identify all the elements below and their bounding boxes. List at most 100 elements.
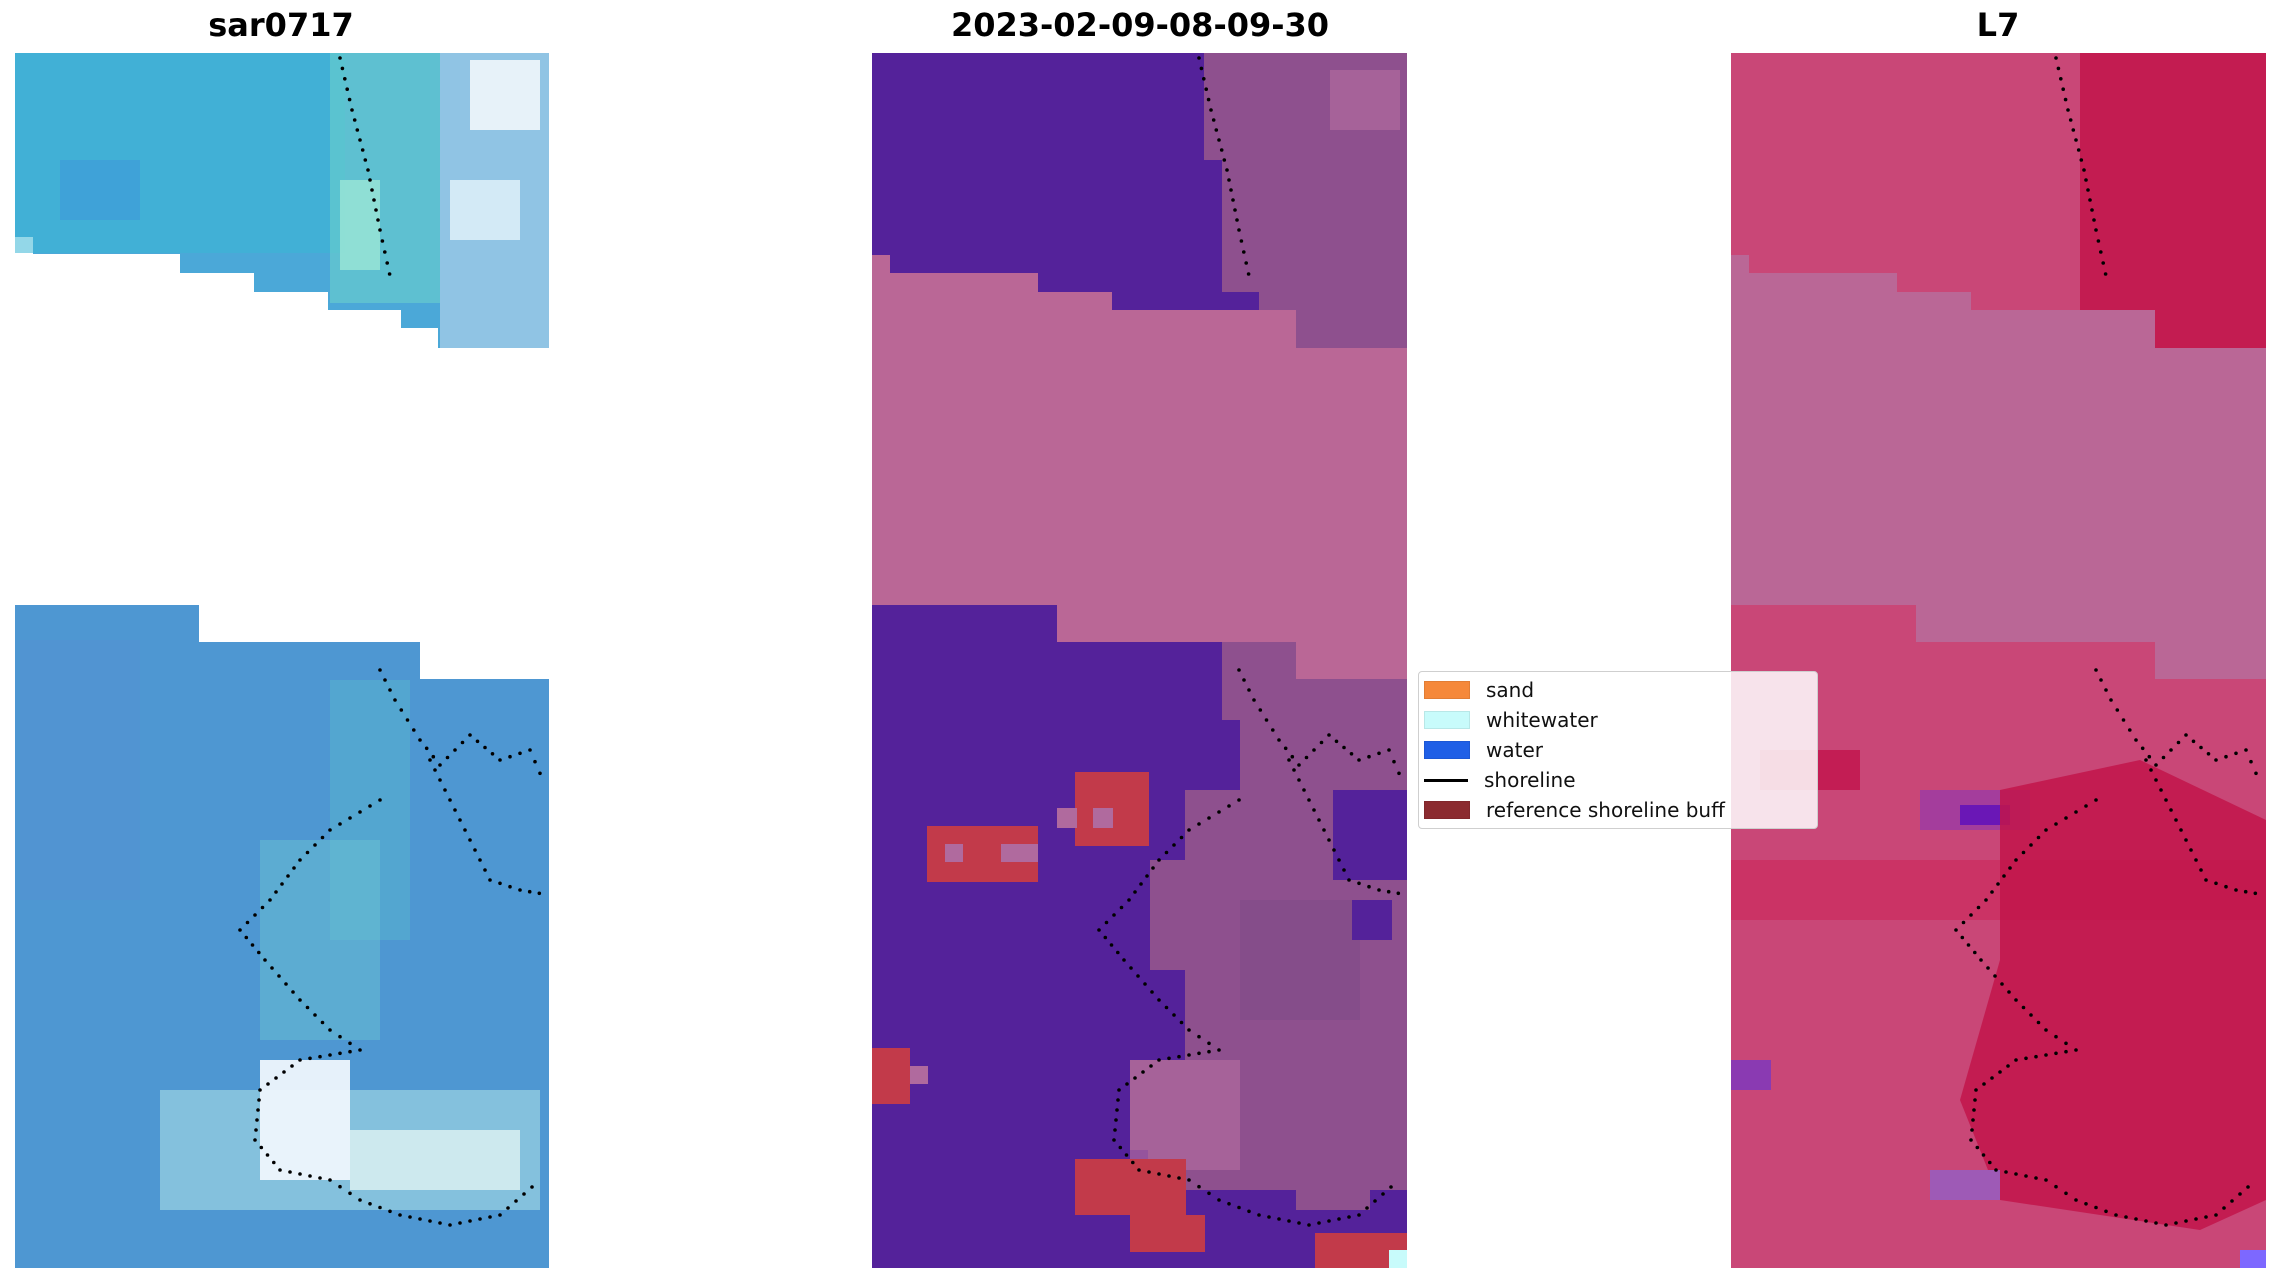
shoreline-point (1271, 728, 1275, 732)
shoreline-point (1287, 758, 1291, 762)
shoreline-point (1342, 745, 1346, 750)
shoreline-point (2104, 1209, 2108, 1214)
shoreline-point (1961, 920, 1966, 925)
shoreline-point (1136, 974, 1140, 978)
shoreline-point (1996, 882, 2000, 886)
shoreline-point (490, 752, 495, 756)
shoreline-point (1197, 56, 1201, 60)
shoreline-point (308, 1056, 312, 1061)
shoreline-point (370, 188, 374, 192)
shoreline-point (2068, 118, 2073, 122)
shoreline-point (2104, 688, 2108, 692)
shoreline-point (1133, 890, 1137, 894)
shoreline-point (1124, 1153, 1129, 1157)
shoreline-point (358, 1198, 362, 1202)
shoreline-point (1307, 1223, 1311, 1227)
shoreline-point (1972, 1108, 1976, 1112)
shoreline-point (2204, 1215, 2208, 1219)
shoreline-point (533, 759, 537, 764)
shoreline-point (1222, 158, 1227, 162)
l7-pink-band (1731, 255, 2266, 679)
shoreline-point (338, 1184, 342, 1189)
shoreline-point (498, 1213, 502, 1217)
shoreline-point (1199, 66, 1204, 71)
shoreline-point (2174, 818, 2178, 822)
l7-image-panel (1731, 53, 2266, 1268)
shoreline-point (2191, 739, 2196, 744)
shoreline-point (280, 882, 284, 886)
shoreline-point (2169, 808, 2173, 812)
shoreline-point (298, 1172, 302, 1176)
legend-item-sand: sand (1424, 675, 1534, 705)
shoreline-point (2064, 1191, 2068, 1196)
shoreline-point (1971, 1118, 1975, 1122)
shoreline-point (1292, 768, 1296, 772)
shoreline-point (385, 261, 390, 265)
shoreline-point (418, 1217, 422, 1221)
shoreline-point (383, 250, 387, 254)
shoreline-point (1233, 208, 1237, 212)
shoreline-point (2007, 990, 2011, 994)
shoreline-point (2194, 858, 2198, 862)
shoreline-point (1397, 771, 1401, 776)
shoreline-point (2109, 698, 2113, 702)
shoreline-point (468, 838, 472, 842)
shoreline-point (1322, 828, 1326, 832)
whitewater-swatch (1424, 711, 1470, 729)
legend-label-water: water (1486, 738, 1543, 762)
shoreline-point (2082, 168, 2086, 172)
shoreline-point (1317, 1221, 1321, 1225)
shoreline-point (2199, 745, 2203, 750)
shoreline-point (2094, 1205, 2098, 1210)
shoreline-point (1258, 708, 1263, 712)
shoreline-point (2044, 828, 2048, 832)
shoreline-point (2222, 1206, 2226, 1210)
shoreline-point (1167, 1174, 1171, 1178)
shoreline-point (388, 688, 392, 692)
shoreline-point (265, 1153, 270, 1157)
shoreline-point (352, 118, 357, 122)
shoreline-point (298, 998, 302, 1002)
shoreline-point (1387, 748, 1391, 752)
shoreline-point (1119, 905, 1124, 910)
shoreline-point (428, 758, 432, 762)
shoreline-point (1990, 890, 1994, 894)
shoreline-point (320, 835, 325, 840)
shoreline-point (1302, 788, 1306, 792)
shoreline-point (498, 758, 502, 762)
shoreline-point (290, 1064, 294, 1068)
shoreline-point (1137, 1168, 1141, 1172)
shoreline-point (2054, 1034, 2058, 1039)
shoreline-point (438, 778, 442, 782)
shoreline-point (2101, 261, 2105, 265)
shoreline-point (1297, 763, 1301, 767)
shoreline-point (2014, 858, 2018, 862)
shoreline-point (368, 1202, 372, 1206)
shoreline-point (1227, 1202, 1231, 1206)
shoreline-point (1179, 1020, 1184, 1025)
shoreline-point (1982, 1082, 1986, 1086)
shoreline-point (2144, 1219, 2148, 1223)
shoreline-point (2021, 850, 2026, 855)
shoreline-point (372, 198, 376, 202)
shoreline-point (1113, 1128, 1117, 1132)
shoreline-point (1337, 1217, 1341, 1221)
shoreline-point (2154, 763, 2158, 767)
shoreline-points (238, 56, 2258, 1227)
shoreline-point (1109, 943, 1114, 947)
shoreline-point (1312, 748, 1316, 752)
shoreline-point (355, 128, 360, 132)
shoreline-point (514, 1199, 518, 1203)
shoreline-point (2014, 1172, 2018, 1176)
shoreline-point (1373, 1199, 1377, 1203)
shoreline-point (2244, 748, 2248, 752)
shoreline-point (318, 1176, 322, 1180)
shoreline-point (2044, 1178, 2048, 1182)
shoreline-point (2054, 1184, 2058, 1189)
shoreline-point (2174, 1221, 2178, 1225)
shoreline-point (1219, 148, 1224, 152)
shoreline-point (1217, 1048, 1221, 1052)
shoreline-point (1133, 1076, 1137, 1080)
shoreline-point (291, 990, 295, 994)
legend (1418, 671, 1818, 829)
